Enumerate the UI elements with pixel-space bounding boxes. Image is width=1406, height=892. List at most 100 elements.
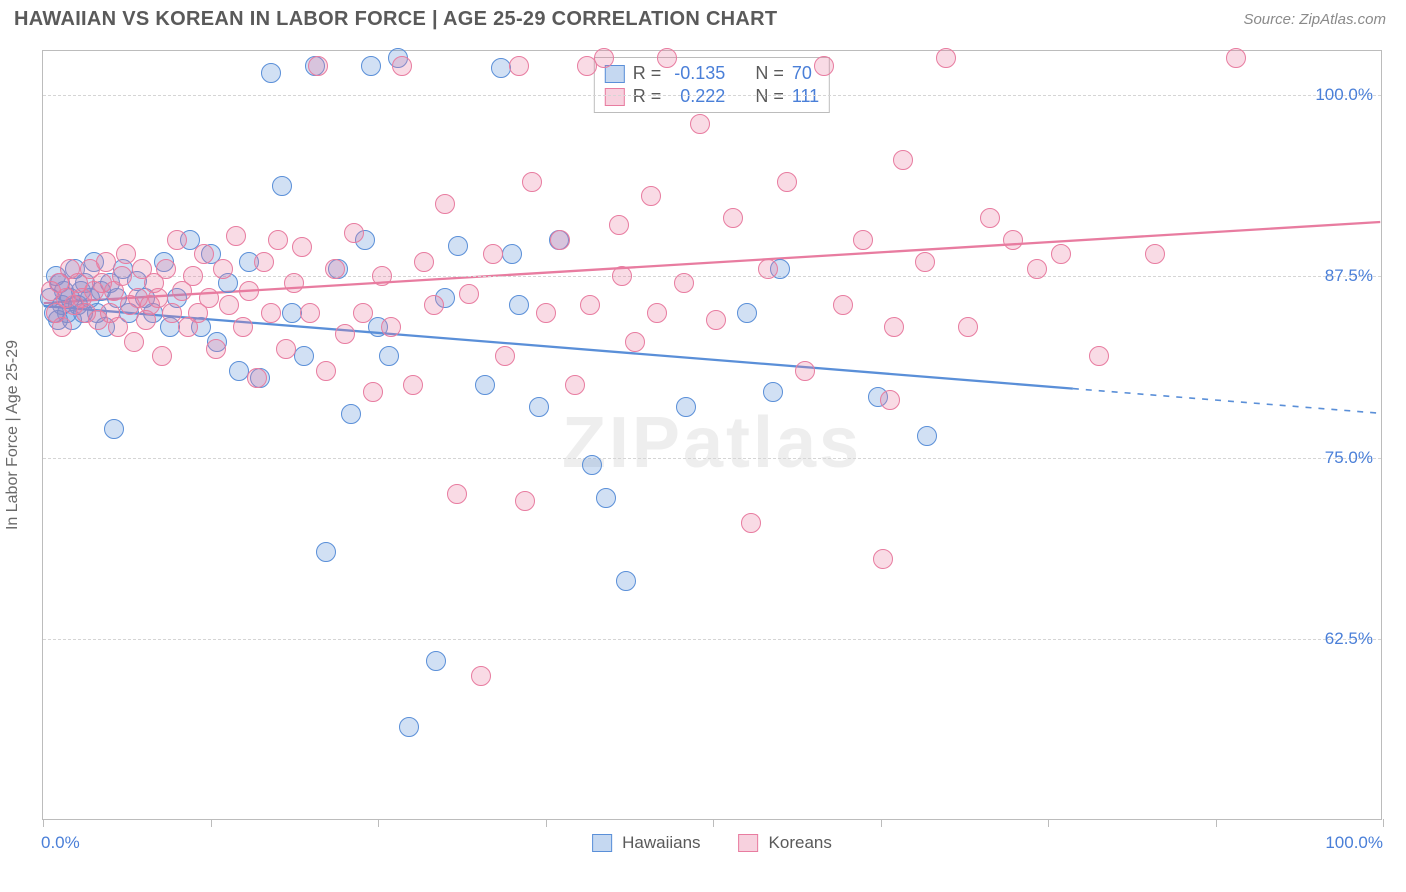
data-point [737, 303, 757, 323]
legend-r-value: 0.222 [669, 86, 725, 107]
data-point [958, 317, 978, 337]
data-point [261, 63, 281, 83]
data-point [475, 375, 495, 395]
data-point [596, 488, 616, 508]
data-point [292, 237, 312, 257]
data-point [96, 252, 116, 272]
data-point [335, 324, 355, 344]
data-point [758, 259, 778, 279]
data-point [379, 346, 399, 366]
data-point [183, 266, 203, 286]
data-point [483, 244, 503, 264]
data-point [609, 215, 629, 235]
data-point [363, 382, 383, 402]
data-point [108, 317, 128, 337]
data-point [580, 295, 600, 315]
data-point [853, 230, 873, 250]
data-point [741, 513, 761, 533]
series-legend: Hawaiians Koreans [592, 833, 832, 853]
data-point [206, 339, 226, 359]
legend-n-value: 70 [792, 63, 812, 84]
data-point [529, 397, 549, 417]
data-point [392, 56, 412, 76]
y-tick-label: 87.5% [1325, 266, 1373, 286]
data-point [300, 303, 320, 323]
data-point [550, 230, 570, 250]
data-point [124, 332, 144, 352]
data-point [247, 368, 267, 388]
data-point [515, 491, 535, 511]
legend-row: R = 0.222 N = 111 [605, 85, 819, 108]
data-point [625, 332, 645, 352]
correlation-chart: In Labor Force | Age 25-29 ZIPatlas R = … [42, 50, 1382, 820]
data-point [414, 252, 434, 272]
legend-swatch [739, 834, 759, 852]
data-point [353, 303, 373, 323]
data-point [233, 317, 253, 337]
data-point [344, 223, 364, 243]
data-point [795, 361, 815, 381]
data-point [435, 194, 455, 214]
legend-r-label: R = [633, 63, 662, 84]
gridline [43, 639, 1381, 640]
data-point [915, 252, 935, 272]
data-point [873, 549, 893, 569]
data-point [104, 419, 124, 439]
data-point [1145, 244, 1165, 264]
data-point [167, 230, 187, 250]
data-point [294, 346, 314, 366]
data-point [372, 266, 392, 286]
data-point [194, 244, 214, 264]
legend-r-label: R = [633, 86, 662, 107]
x-tick [378, 819, 379, 827]
data-point [536, 303, 556, 323]
data-point [276, 339, 296, 359]
data-point [272, 176, 292, 196]
legend-swatch [605, 88, 625, 106]
x-axis-min-label: 0.0% [41, 833, 80, 853]
data-point [316, 542, 336, 562]
data-point [763, 382, 783, 402]
data-point [777, 172, 797, 192]
data-point [156, 259, 176, 279]
x-tick [211, 819, 212, 827]
y-tick-label: 75.0% [1325, 448, 1373, 468]
data-point [448, 236, 468, 256]
gridline [43, 276, 1381, 277]
data-point [616, 571, 636, 591]
data-point [52, 317, 72, 337]
data-point [254, 252, 274, 272]
data-point [316, 361, 336, 381]
series-legend-item: Hawaiians [592, 833, 700, 853]
data-point [424, 295, 444, 315]
data-point [1003, 230, 1023, 250]
series-name: Hawaiians [622, 833, 700, 853]
y-tick-label: 62.5% [1325, 629, 1373, 649]
data-point [199, 288, 219, 308]
data-point [447, 484, 467, 504]
series-name: Koreans [769, 833, 832, 853]
data-point [647, 303, 667, 323]
x-tick [1216, 819, 1217, 827]
correlation-legend: R = -0.135 N = 70 R = 0.222 N = 111 [594, 57, 830, 113]
data-point [1089, 346, 1109, 366]
data-point [612, 266, 632, 286]
data-point [676, 397, 696, 417]
data-point [706, 310, 726, 330]
data-point [426, 651, 446, 671]
data-point [522, 172, 542, 192]
data-point [495, 346, 515, 366]
data-point [213, 259, 233, 279]
x-tick [43, 819, 44, 827]
x-tick [881, 819, 882, 827]
data-point [341, 404, 361, 424]
data-point [936, 48, 956, 68]
data-point [403, 375, 423, 395]
x-tick [713, 819, 714, 827]
data-point [1226, 48, 1246, 68]
data-point [399, 717, 419, 737]
data-point [268, 230, 288, 250]
data-point [980, 208, 1000, 228]
data-point [308, 56, 328, 76]
data-point [226, 226, 246, 246]
